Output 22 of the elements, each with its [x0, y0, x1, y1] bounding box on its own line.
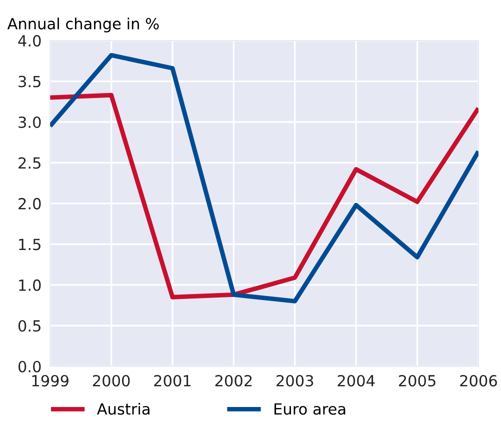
x-tick-label: 2006 — [460, 374, 497, 387]
legend-label: Austria — [96, 402, 150, 415]
x-tick-label: 2004 — [338, 374, 375, 387]
y-tick-label: 2.0 — [18, 198, 41, 210]
y-tick-label: 3.5 — [18, 76, 40, 88]
legend-label: Euro area — [274, 403, 346, 415]
y-tick-label: 1.0 — [19, 279, 41, 291]
x-tick-label: 2001 — [154, 374, 191, 387]
y-tick-label: 1.5 — [19, 238, 40, 250]
y-axis-title: Annual change in % — [7, 18, 159, 32]
x-tick-label: 1999 — [32, 374, 68, 387]
y-tick-label: 0.5 — [18, 320, 40, 332]
line-series — [50, 53, 478, 304]
y-tick-label: 3.0 — [18, 116, 41, 128]
line-series — [50, 92, 478, 300]
x-tick-label: 2003 — [276, 374, 314, 387]
x-tick-label: 2002 — [215, 374, 252, 387]
y-tick-label: 0.0 — [18, 360, 41, 372]
y-tick-label: 2.5 — [18, 157, 40, 169]
x-tick-label: 2005 — [398, 374, 436, 387]
x-tick-label: 2000 — [92, 374, 130, 387]
y-tick-label: 4.0 — [18, 35, 41, 47]
